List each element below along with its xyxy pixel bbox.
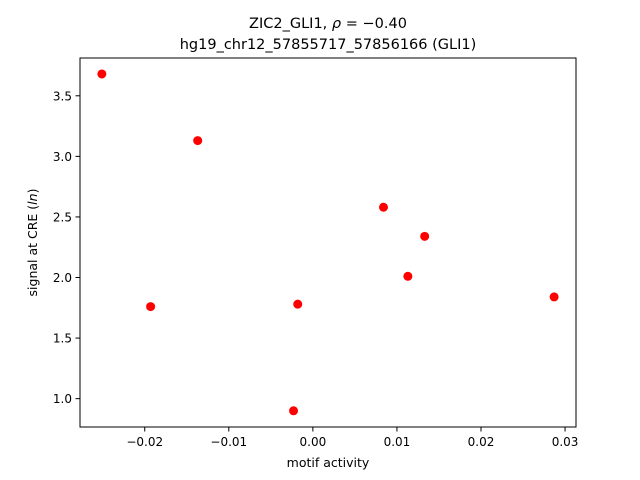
data-point: [193, 136, 203, 146]
data-point: [146, 302, 156, 312]
y-tick-label: 1.5: [53, 332, 72, 346]
data-point: [378, 202, 388, 212]
y-axis-ticks: 1.0 1.5 2.0 2.5 3.0 3.5: [53, 89, 80, 406]
x-tick-label: 0.03: [552, 435, 579, 449]
data-point: [97, 69, 107, 79]
y-axis-label: signal at CRE (ln): [25, 189, 40, 297]
y-tick-label: 3.0: [53, 150, 72, 164]
y-tick-label: 2.5: [53, 210, 72, 224]
x-tick-label: 0.00: [300, 435, 327, 449]
x-axis-label: motif activity: [287, 455, 370, 470]
x-axis-ticks: −0.02 −0.01 0.00 0.01 0.02 0.03: [126, 427, 578, 449]
x-tick-label: −0.02: [126, 435, 163, 449]
data-point: [403, 271, 413, 281]
axes-frame: [79, 57, 577, 428]
x-tick-label: 0.01: [384, 435, 411, 449]
chart-title-line1: ZIC2_GLI1, ρ = −0.40: [249, 16, 407, 32]
y-tick-label: 3.5: [53, 89, 72, 103]
data-point: [549, 292, 559, 302]
data-point: [420, 231, 430, 241]
x-tick-label: −0.01: [210, 435, 247, 449]
y-tick-label: 1.0: [53, 392, 72, 406]
data-point: [289, 406, 299, 416]
data-points: [97, 69, 559, 416]
data-point: [293, 299, 303, 309]
y-tick-label: 2.0: [53, 271, 72, 285]
x-tick-label: 0.02: [468, 435, 495, 449]
chart-title-line2: hg19_chr12_57855717_57856166 (GLI1): [180, 37, 477, 53]
